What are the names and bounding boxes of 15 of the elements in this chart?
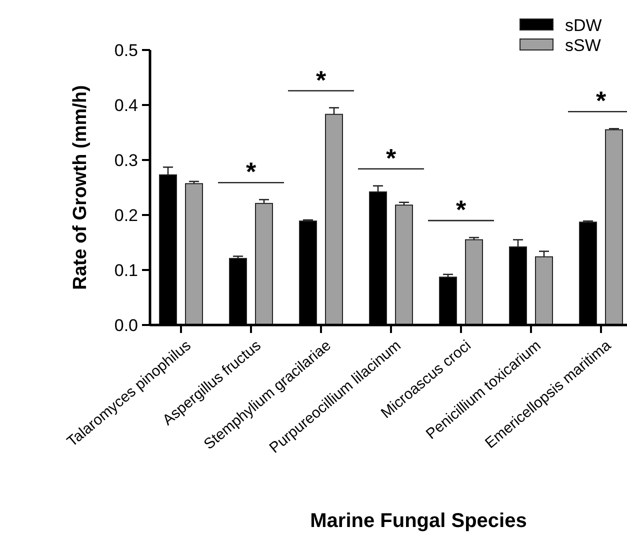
annotation: * (316, 64, 327, 95)
y-tick-label: 0.0 (114, 316, 138, 335)
x-axis-title: Marine Fungal Species (310, 510, 527, 532)
annotation: * (596, 86, 607, 116)
y-tick-label: 0.3 (114, 150, 138, 170)
y-tick-label: 0.2 (114, 206, 138, 225)
y-tick-label: 0.5 (114, 40, 138, 60)
annotation: * (456, 194, 467, 225)
annotation: * (246, 156, 257, 187)
legend-label: sDW (565, 16, 602, 35)
legend-label: sSW (565, 36, 601, 55)
y-axis-title: Rate of Growth (mm/h) (70, 85, 91, 290)
y-tick-label: 0.4 (114, 96, 138, 115)
annotation: * (386, 142, 397, 173)
y-tick-label: 0.1 (114, 260, 138, 280)
